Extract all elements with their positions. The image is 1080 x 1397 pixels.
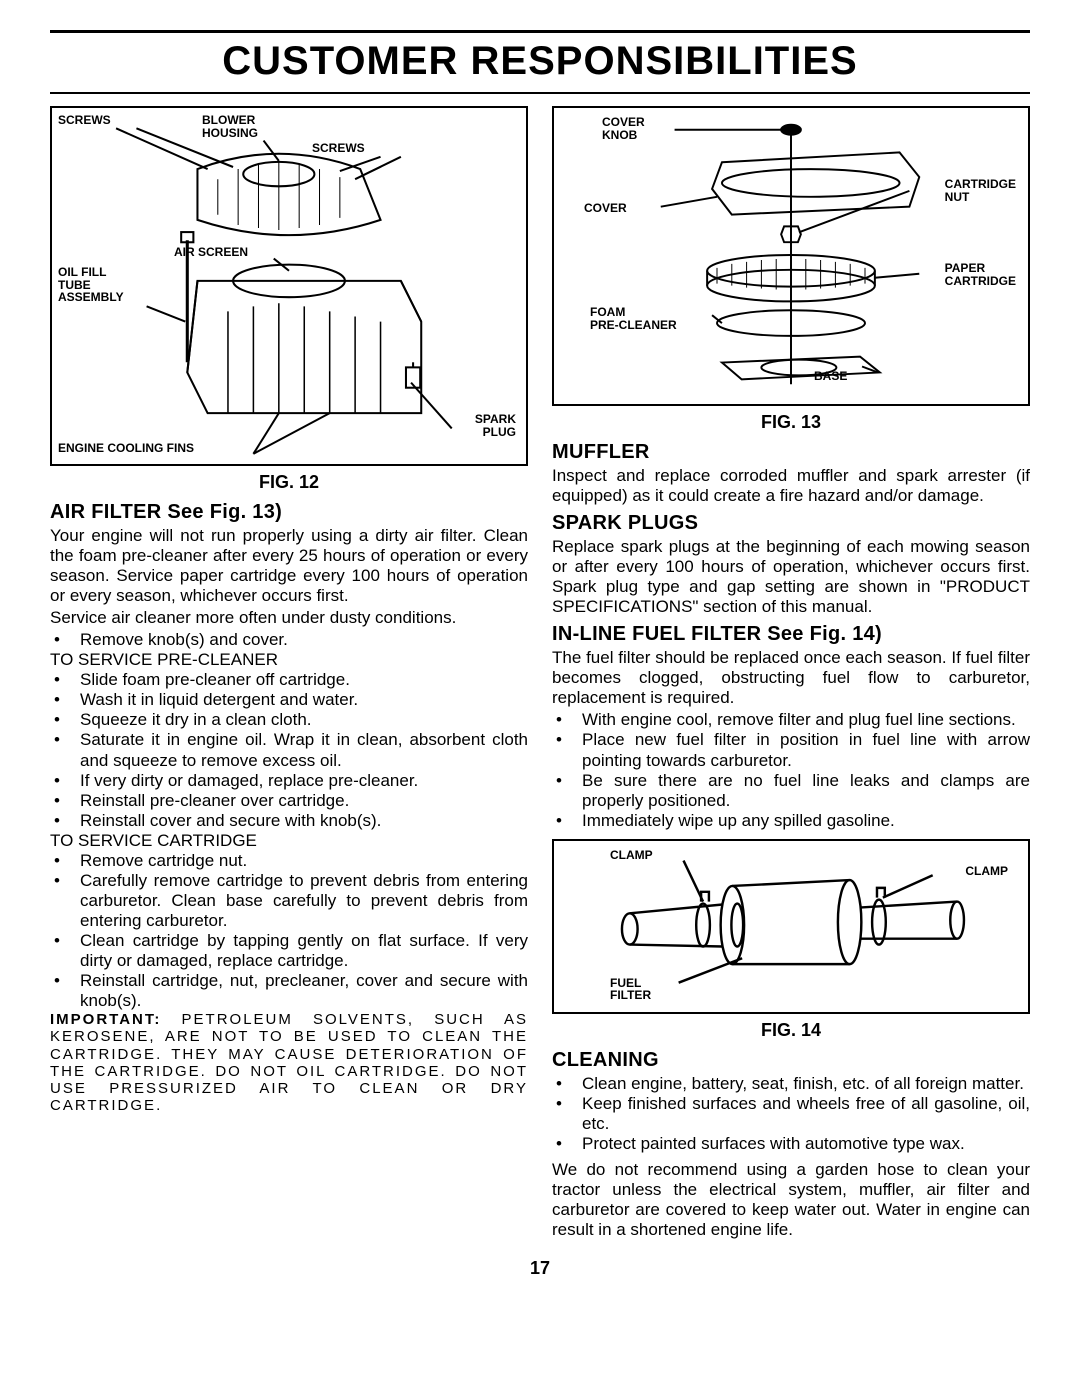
figure-12-box: SCREWS BLOWER HOUSING SCREWS AIR SCREEN … <box>50 106 528 466</box>
spark-heading: SPARK PLUGS <box>552 512 1030 535</box>
fig13-caption: FIG. 13 <box>552 412 1030 433</box>
cleaning-list: Clean engine, battery, seat, finish, etc… <box>552 1074 1030 1154</box>
air-filter-b4: Squeeze it dry in a clean cloth. <box>80 710 312 730</box>
muffler-heading: MUFFLER <box>552 441 1030 464</box>
important-label: IMPORTANT: <box>50 1011 161 1028</box>
air-filter-sub1: TO SERVICE PRE-CLEANER <box>50 650 528 670</box>
air-filter-b7: Reinstall pre-cleaner over cartridge. <box>80 791 349 811</box>
air-filter-b3: Wash it in liquid detergent and water. <box>80 690 358 710</box>
fig14-caption: FIG. 14 <box>552 1020 1030 1041</box>
page-number: 17 <box>50 1258 1030 1279</box>
fig12-diagram <box>52 108 526 464</box>
air-filter-sub2: TO SERVICE CARTRIDGE <box>50 831 528 851</box>
muffler-p1: Inspect and replace corroded muffler and… <box>552 466 1030 506</box>
fuel-list: With engine cool, remove filter and plug… <box>552 710 1030 830</box>
air-filter-list-3: Remove cartridge nut. Carefully remove c… <box>50 851 528 1011</box>
air-filter-p1: Your engine will not run properly using … <box>50 526 528 606</box>
air-filter-b1: Remove knob(s) and cover. <box>80 630 288 650</box>
air-filter-b8: Reinstall cover and secure with knob(s). <box>80 811 381 831</box>
fuel-heading: IN-LINE FUEL FILTER See Fig. 14) <box>552 623 1030 646</box>
fuel-b2: Place new fuel filter in position in fue… <box>582 730 1030 770</box>
air-filter-important: IMPORTANT: PETROLEUM SOLVENTS, SUCH AS K… <box>50 1011 528 1115</box>
page-title: CUSTOMER RESPONSIBILITIES <box>50 37 1030 86</box>
fig13-diagram <box>554 108 1028 404</box>
air-filter-list-1: Remove knob(s) and cover. <box>50 630 528 650</box>
air-filter-b9: Remove cartridge nut. <box>80 851 247 871</box>
air-filter-b5: Saturate it in engine oil. Wrap it in cl… <box>80 730 528 770</box>
spark-p1: Replace spark plugs at the beginning of … <box>552 537 1030 617</box>
air-filter-list-2: Slide foam pre-cleaner off cartridge. Wa… <box>50 670 528 830</box>
left-column: SCREWS BLOWER HOUSING SCREWS AIR SCREEN … <box>50 106 528 1242</box>
two-column-layout: SCREWS BLOWER HOUSING SCREWS AIR SCREEN … <box>50 106 1030 1242</box>
air-filter-heading: AIR FILTER See Fig. 13) <box>50 501 528 524</box>
air-filter-b2: Slide foam pre-cleaner off cartridge. <box>80 670 350 690</box>
fuel-b1: With engine cool, remove filter and plug… <box>582 710 1016 730</box>
air-filter-b11: Clean cartridge by tapping gently on fla… <box>80 931 528 971</box>
cleaning-b3: Protect painted surfaces with automotive… <box>582 1134 965 1154</box>
cleaning-b2: Keep finished surfaces and wheels free o… <box>582 1094 1030 1134</box>
right-column: COVER KNOB COVER CARTRIDGE NUT PAPER CAR… <box>552 106 1030 1242</box>
fuel-b4: Immediately wipe up any spilled gasoline… <box>582 811 895 831</box>
figure-14-box: CLAMP CLAMP FUEL FILTER <box>552 839 1030 1014</box>
cleaning-p1: We do not recommend using a garden hose … <box>552 1160 1030 1240</box>
fuel-b3: Be sure there are no fuel line leaks and… <box>582 771 1030 811</box>
cleaning-b1: Clean engine, battery, seat, finish, etc… <box>582 1074 1024 1094</box>
air-filter-p2: Service air cleaner more often under dus… <box>50 608 528 628</box>
title-underline <box>50 92 1030 94</box>
fig14-diagram <box>554 841 1028 1012</box>
fig12-caption: FIG. 12 <box>50 472 528 493</box>
figure-13-box: COVER KNOB COVER CARTRIDGE NUT PAPER CAR… <box>552 106 1030 406</box>
fuel-p1: The fuel filter should be replaced once … <box>552 648 1030 708</box>
top-rule <box>50 30 1030 33</box>
air-filter-b6: If very dirty or damaged, replace pre-cl… <box>80 771 418 791</box>
cleaning-heading: CLEANING <box>552 1049 1030 1072</box>
air-filter-b10: Carefully remove cartridge to prevent de… <box>80 871 528 931</box>
air-filter-b12: Reinstall cartridge, nut, precleaner, co… <box>80 971 528 1011</box>
